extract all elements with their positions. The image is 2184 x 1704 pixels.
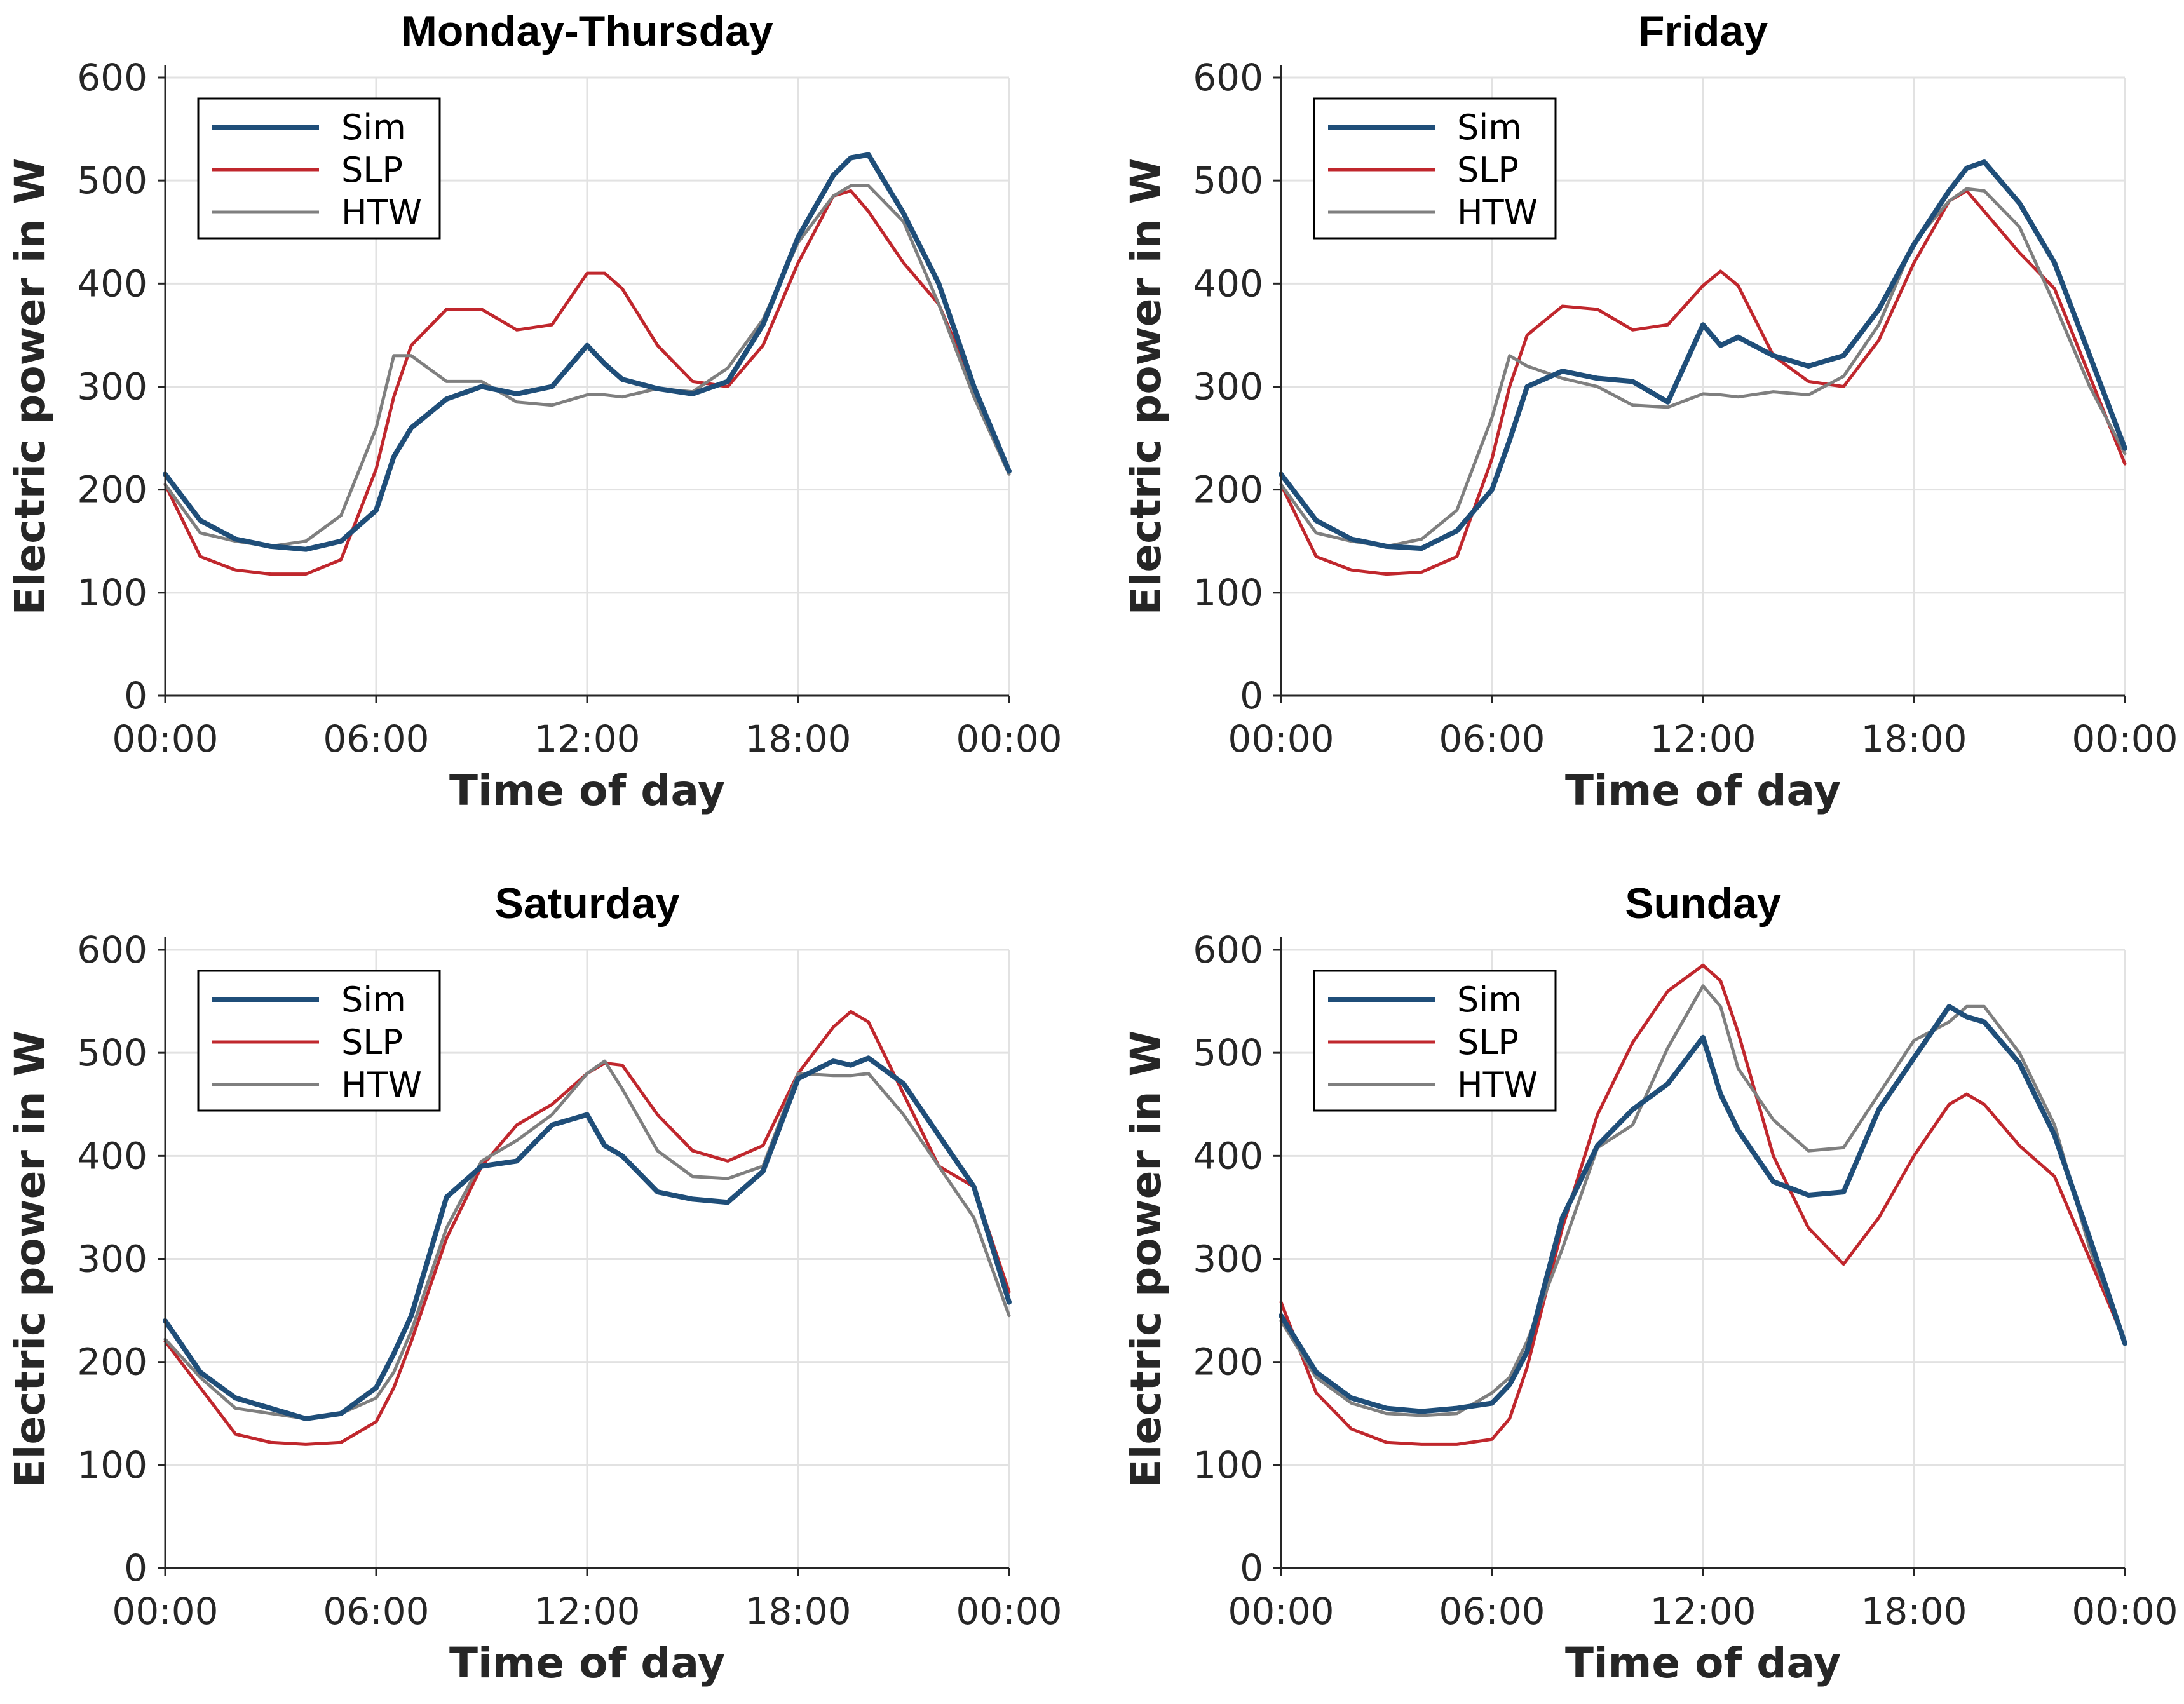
legend-label-sim: Sim	[341, 980, 406, 1020]
y-tick-label: 500	[77, 1031, 147, 1074]
legend-label-slp: SLP	[341, 150, 403, 190]
series-line-slp	[163, 189, 1011, 576]
y-tick-label: 200	[77, 468, 147, 511]
x-tick-label: 06:00	[1439, 1590, 1545, 1633]
y-tick-label: 500	[1193, 1031, 1263, 1074]
y-tick-label: 100	[77, 571, 147, 614]
series-line-htw	[1279, 187, 2127, 548]
y-axis-label: Electric power in W	[6, 1031, 55, 1488]
series-line-sim	[163, 1055, 1012, 1421]
x-tick-label: 12:00	[534, 717, 640, 761]
legend-label-htw: HTW	[1457, 1065, 1538, 1105]
y-tick-label: 300	[77, 365, 147, 409]
y-tick-label: 600	[1193, 56, 1263, 99]
chart-title: Sunday	[1625, 879, 1781, 928]
y-tick-label: 400	[1193, 1134, 1263, 1177]
x-tick-label: 00:00	[956, 1590, 1062, 1633]
x-axis-label: Time of day	[449, 766, 725, 815]
y-tick-label: 400	[77, 1134, 147, 1177]
legend-label-htw: HTW	[341, 193, 422, 233]
chart-panel-4: 0 100 200 300 400 500 600 00:00 06:00 12:00 18:00 0…	[1122, 879, 2178, 1687]
legend-label-sim: Sim	[1457, 980, 1522, 1020]
x-tick-label: 06:00	[323, 1590, 429, 1633]
series-line-sim	[1279, 1004, 2127, 1414]
series-line-htw	[163, 184, 1011, 548]
y-tick-label: 0	[124, 1546, 147, 1590]
y-axis-label: Electric power in W	[1122, 158, 1170, 616]
x-tick-label: 06:00	[1439, 717, 1545, 761]
legend-label-htw: HTW	[341, 1065, 422, 1105]
y-tick-label: 200	[77, 1341, 147, 1384]
legend-label-sim: Sim	[341, 107, 406, 147]
y-tick-label: 100	[1193, 1444, 1263, 1487]
chart-title: Friday	[1638, 7, 1768, 55]
y-tick-label: 0	[1240, 1546, 1263, 1590]
y-tick-label: 100	[77, 1444, 147, 1487]
y-tick-label: 400	[77, 262, 147, 305]
x-axis-label: Time of day	[1565, 1639, 1841, 1687]
series-line-slp	[1279, 963, 2127, 1446]
y-tick-label: 100	[1193, 571, 1263, 614]
legend-label-htw: HTW	[1457, 193, 1538, 233]
x-tick-label: 00:00	[112, 717, 218, 761]
x-tick-label: 00:00	[1228, 717, 1334, 761]
series-line-sim	[163, 152, 1012, 552]
x-tick-label: 00:00	[2072, 1590, 2178, 1633]
x-tick-label: 12:00	[534, 1590, 640, 1633]
x-tick-label: 06:00	[323, 717, 429, 761]
y-tick-label: 600	[77, 56, 147, 99]
chart-title: Monday-Thursday	[401, 7, 773, 55]
x-tick-label: 00:00	[956, 717, 1062, 761]
x-tick-label: 12:00	[1650, 717, 1756, 761]
y-tick-label: 200	[1193, 1341, 1263, 1384]
x-tick-label: 18:00	[745, 717, 851, 761]
x-axis-label: Time of day	[449, 1639, 725, 1687]
x-tick-label: 00:00	[2072, 717, 2178, 761]
y-tick-label: 400	[1193, 262, 1263, 305]
chart-panel-2: 0 100 200 300 400 500 600 00:00 06:00 12:00 18:00 0…	[1122, 7, 2178, 815]
y-tick-label: 300	[1193, 365, 1263, 409]
x-tick-label: 18:00	[745, 1590, 851, 1633]
legend-label-slp: SLP	[1457, 1022, 1519, 1062]
y-tick-label: 500	[77, 159, 147, 202]
x-tick-label: 18:00	[1861, 717, 1967, 761]
series-line-htw	[1279, 984, 2127, 1417]
x-axis-label: Time of day	[1565, 766, 1841, 815]
legend-label-slp: SLP	[1457, 150, 1519, 190]
x-tick-label: 12:00	[1650, 1590, 1756, 1633]
y-tick-label: 0	[124, 674, 147, 717]
y-tick-label: 500	[1193, 159, 1263, 202]
y-tick-label: 600	[77, 928, 147, 971]
x-tick-label: 00:00	[1228, 1590, 1334, 1633]
y-axis-label: Electric power in W	[6, 158, 55, 616]
chart-panel-1: 0 100 200 300 400 500 600 00:00 06:00 12:00 18:00 0…	[6, 7, 1062, 815]
legend-label-slp: SLP	[341, 1022, 403, 1062]
x-tick-label: 00:00	[112, 1590, 218, 1633]
y-tick-label: 300	[1193, 1238, 1263, 1281]
legend-label-sim: Sim	[1457, 107, 1522, 147]
y-tick-label: 0	[1240, 674, 1263, 717]
chart-panel-3: 0 100 200 300 400 500 600 00:00 06:00 12:00 18:00 0…	[6, 879, 1062, 1687]
y-tick-label: 200	[1193, 468, 1263, 511]
chart-title: Saturday	[495, 879, 680, 928]
series-line-sim	[1279, 159, 2127, 551]
y-tick-label: 300	[77, 1238, 147, 1281]
series-line-slp	[1279, 189, 2127, 576]
y-tick-label: 600	[1193, 928, 1263, 971]
y-axis-label: Electric power in W	[1122, 1031, 1170, 1488]
x-tick-label: 18:00	[1861, 1590, 1967, 1633]
